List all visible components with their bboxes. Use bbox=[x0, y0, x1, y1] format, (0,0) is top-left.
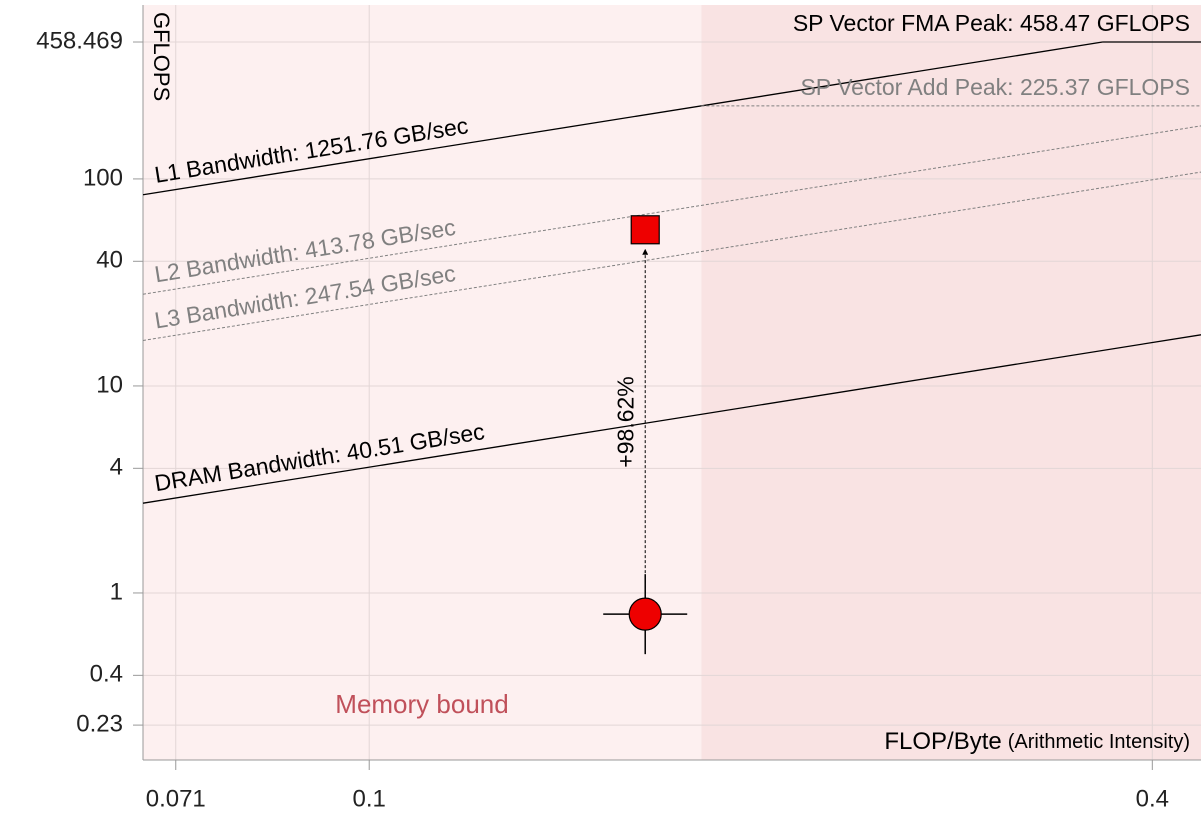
bandwidth-roof bbox=[142, 41, 1103, 196]
y-tick-label: 100 bbox=[83, 164, 123, 191]
compute-bound-region bbox=[701, 5, 1201, 760]
data-point bbox=[630, 215, 660, 245]
annotation: +98.62% bbox=[612, 376, 638, 467]
y-axis-label: GFLOPS bbox=[149, 12, 174, 101]
x-tick-label: 0.4 bbox=[1136, 785, 1169, 812]
y-tick-label: 4 bbox=[110, 454, 123, 481]
memory-bound-region bbox=[143, 5, 702, 760]
x-axis-label-main: FLOP/Byte bbox=[884, 728, 1001, 755]
y-tick-label: 458.469 bbox=[36, 27, 123, 54]
bandwidth-roof bbox=[142, 125, 1201, 295]
region-label: Memory bound bbox=[335, 689, 508, 719]
bandwidth-roof bbox=[142, 334, 1201, 504]
y-tick-label: 40 bbox=[96, 247, 123, 274]
x-axis-label: FLOP/Byte (Arithmetic Intensity) bbox=[884, 728, 1190, 755]
y-tick-label: 0.4 bbox=[90, 661, 123, 688]
data-point bbox=[628, 597, 662, 631]
x-tick-label: 0.1 bbox=[353, 785, 386, 812]
peak-label: SP Vector Add Peak: 225.37 GFLOPS bbox=[800, 74, 1190, 100]
x-tick-label: 0.071 bbox=[146, 785, 206, 812]
bandwidth-roof bbox=[142, 171, 1201, 341]
y-tick-label: 0.23 bbox=[76, 710, 123, 737]
peak-label: SP Vector FMA Peak: 458.47 GFLOPS bbox=[793, 10, 1190, 36]
x-axis-label-note: (Arithmetic Intensity) bbox=[1008, 731, 1190, 753]
y-tick-label: 1 bbox=[110, 578, 123, 605]
y-tick-label: 10 bbox=[96, 371, 123, 398]
